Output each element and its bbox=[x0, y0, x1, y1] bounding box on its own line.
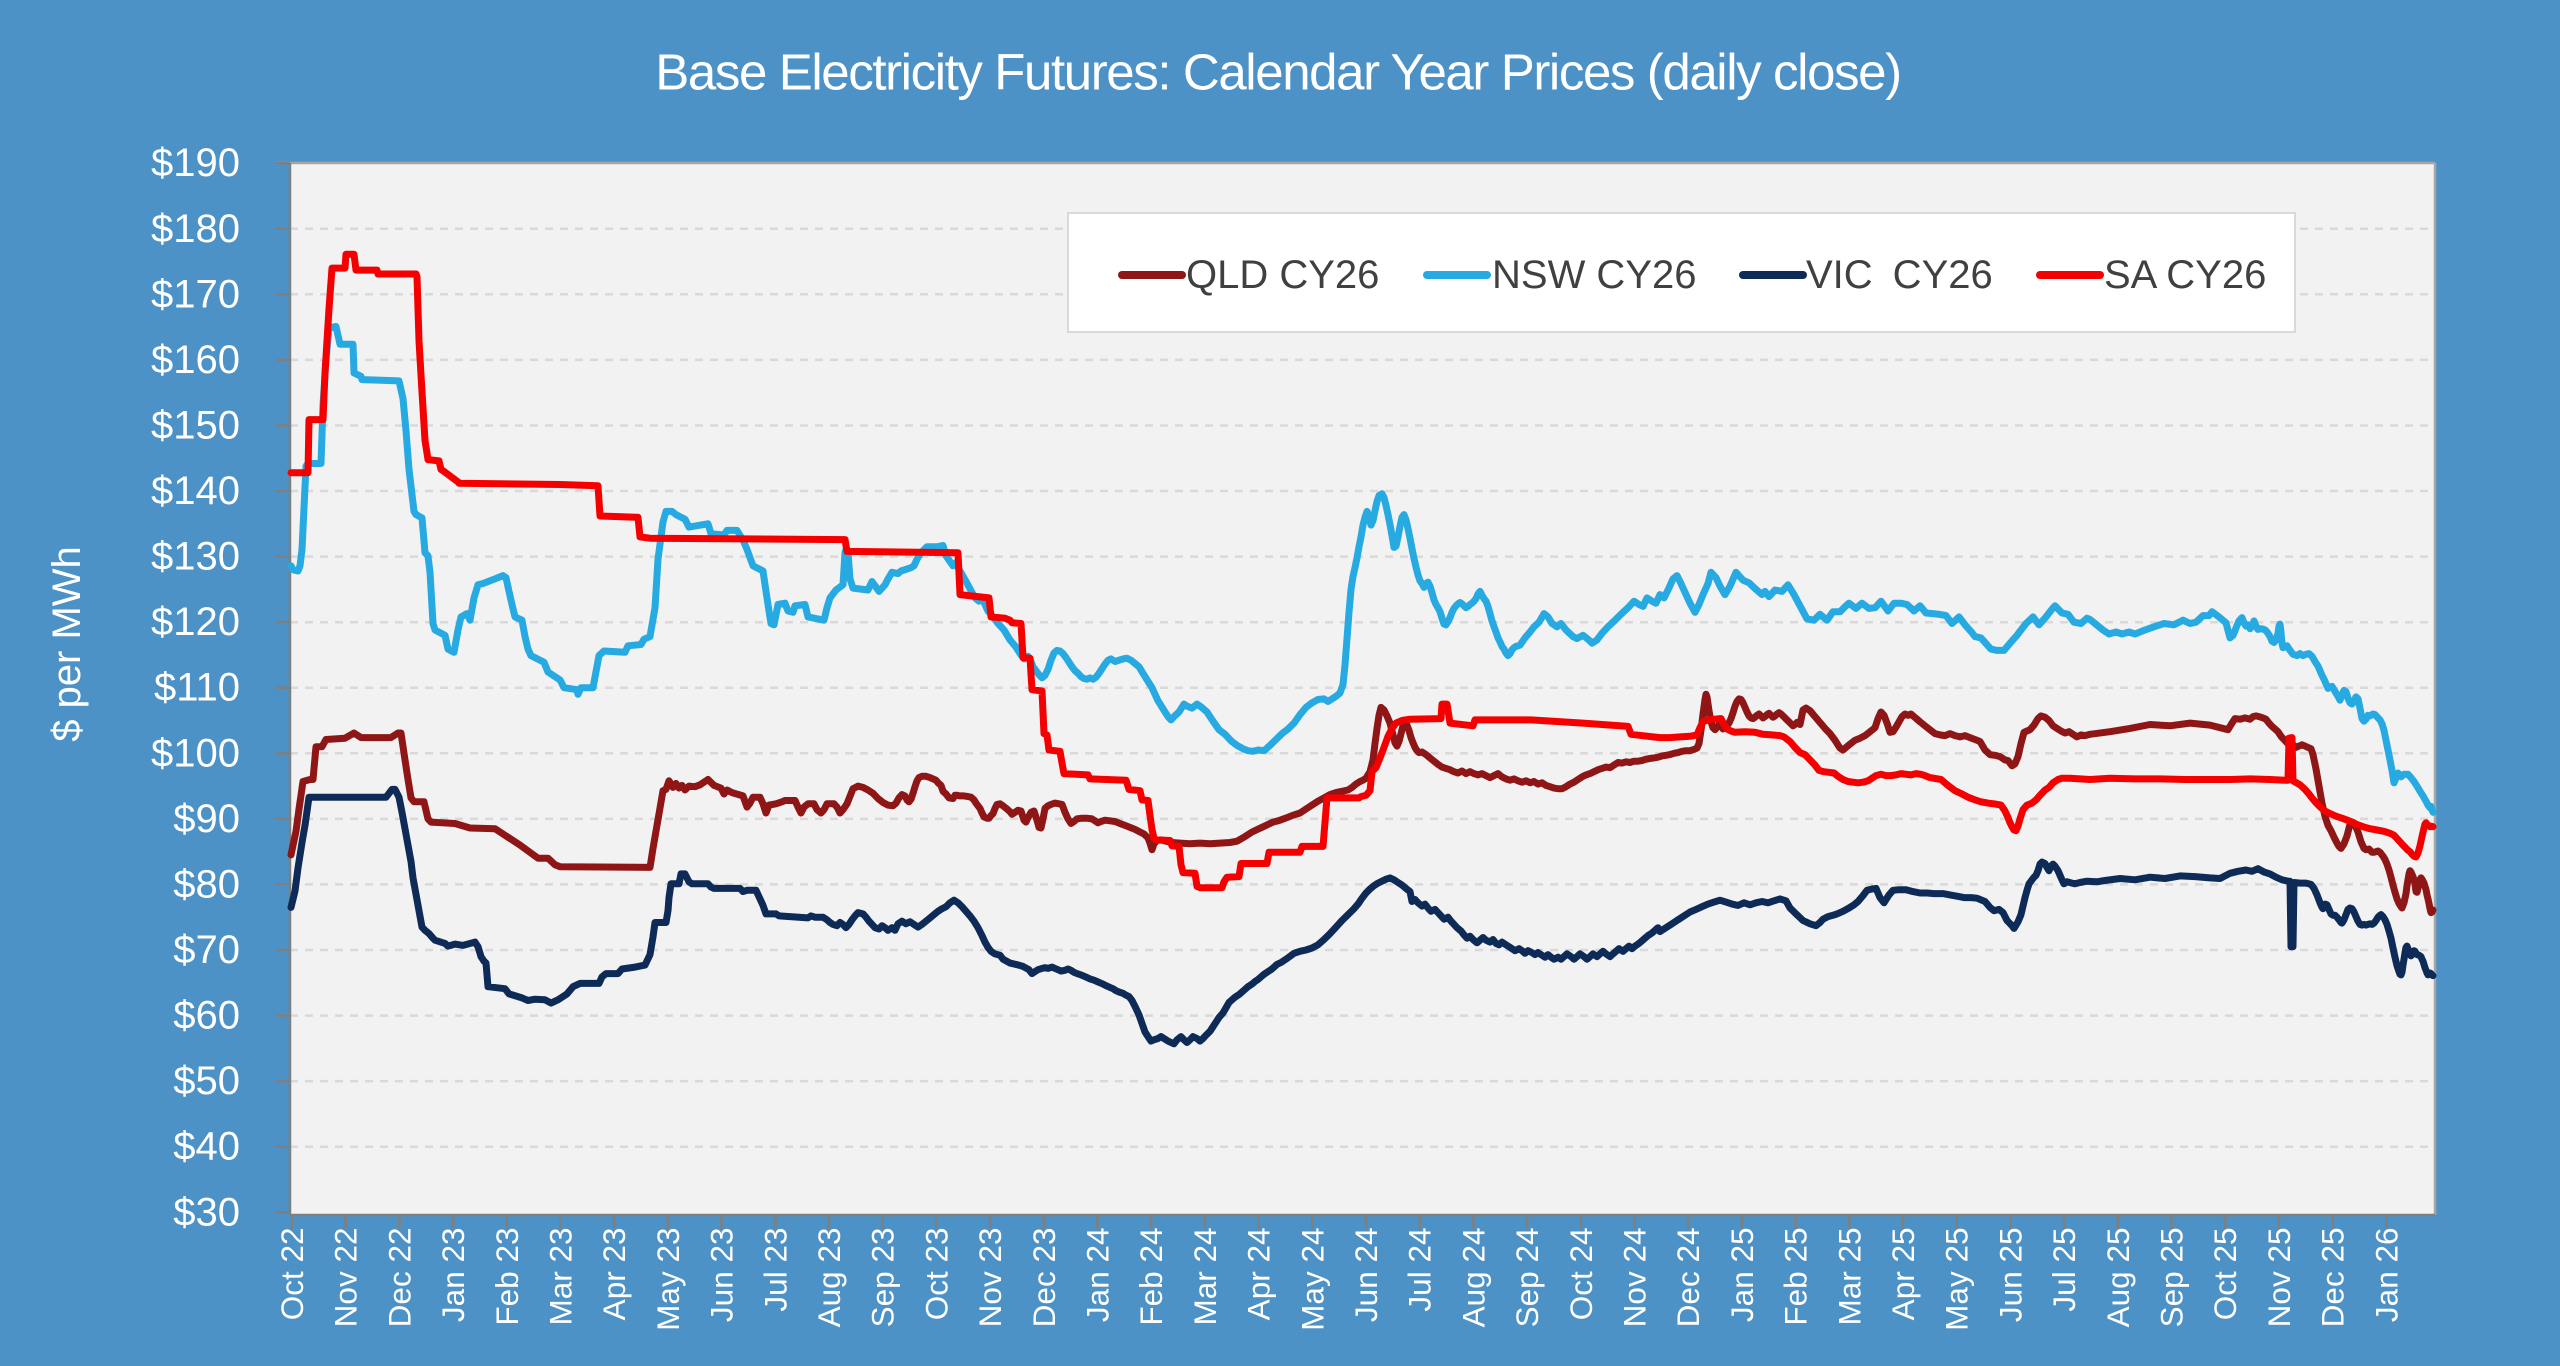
svg-text:Dec 25: Dec 25 bbox=[2315, 1228, 2351, 1328]
svg-text:Apr 24: Apr 24 bbox=[1241, 1228, 1277, 1321]
svg-text:$50: $50 bbox=[173, 1059, 240, 1103]
svg-text:$80: $80 bbox=[173, 862, 240, 906]
svg-text:SA CY26: SA CY26 bbox=[2104, 253, 2266, 297]
svg-text:Base Electricity Futures: Cale: Base Electricity Futures: Calendar Year … bbox=[655, 44, 1900, 101]
svg-text:Nov 23: Nov 23 bbox=[972, 1228, 1008, 1328]
svg-text:Sep 24: Sep 24 bbox=[1509, 1228, 1545, 1328]
svg-text:Aug 25: Aug 25 bbox=[2100, 1228, 2136, 1328]
svg-text:Nov 22: Nov 22 bbox=[328, 1228, 364, 1328]
svg-text:$160: $160 bbox=[151, 338, 240, 382]
svg-text:May 24: May 24 bbox=[1294, 1228, 1330, 1331]
svg-text:$110: $110 bbox=[154, 666, 240, 710]
svg-text:May 25: May 25 bbox=[1939, 1228, 1975, 1331]
svg-text:Jan 26: Jan 26 bbox=[2368, 1228, 2404, 1323]
svg-text:Jan 25: Jan 25 bbox=[1724, 1228, 1760, 1323]
svg-text:$70: $70 bbox=[173, 928, 240, 972]
svg-text:Oct 24: Oct 24 bbox=[1563, 1228, 1599, 1321]
svg-text:Jun 23: Jun 23 bbox=[704, 1228, 740, 1323]
svg-text:$170: $170 bbox=[151, 272, 240, 316]
svg-text:Nov 24: Nov 24 bbox=[1617, 1228, 1653, 1328]
svg-text:Aug 23: Aug 23 bbox=[811, 1228, 847, 1328]
svg-text:Apr 25: Apr 25 bbox=[1885, 1228, 1921, 1321]
svg-text:Jul 25: Jul 25 bbox=[2046, 1228, 2082, 1312]
svg-text:$120: $120 bbox=[151, 600, 240, 644]
svg-text:Jan 23: Jan 23 bbox=[435, 1228, 471, 1323]
svg-text:Jul 24: Jul 24 bbox=[1402, 1228, 1438, 1312]
svg-text:Nov 25: Nov 25 bbox=[2261, 1228, 2297, 1328]
svg-text:Apr 23: Apr 23 bbox=[596, 1228, 632, 1321]
svg-text:May 23: May 23 bbox=[650, 1228, 686, 1331]
svg-text:$150: $150 bbox=[151, 404, 240, 448]
svg-text:$190: $190 bbox=[151, 141, 240, 185]
svg-text:Feb 23: Feb 23 bbox=[489, 1228, 525, 1326]
svg-text:Aug 24: Aug 24 bbox=[1455, 1228, 1491, 1328]
svg-text:$100: $100 bbox=[151, 731, 240, 775]
svg-text:Feb 24: Feb 24 bbox=[1133, 1228, 1169, 1326]
svg-text:Sep 23: Sep 23 bbox=[865, 1228, 901, 1328]
svg-text:Oct 22: Oct 22 bbox=[274, 1228, 310, 1321]
svg-text:Jun 24: Jun 24 bbox=[1348, 1228, 1384, 1323]
svg-text:$60: $60 bbox=[173, 994, 240, 1038]
svg-text:$180: $180 bbox=[151, 207, 240, 251]
svg-text:Dec 23: Dec 23 bbox=[1026, 1228, 1062, 1328]
svg-text:$ per MWh: $ per MWh bbox=[45, 546, 89, 742]
svg-text:Jan 24: Jan 24 bbox=[1080, 1228, 1116, 1323]
svg-text:$130: $130 bbox=[151, 535, 240, 579]
svg-text:Feb 25: Feb 25 bbox=[1778, 1228, 1814, 1326]
svg-text:Oct 25: Oct 25 bbox=[2207, 1228, 2243, 1321]
svg-text:Mar 23: Mar 23 bbox=[543, 1228, 579, 1326]
svg-text:$30: $30 bbox=[173, 1190, 240, 1234]
svg-text:Dec 24: Dec 24 bbox=[1670, 1228, 1706, 1328]
svg-text:Oct 23: Oct 23 bbox=[918, 1228, 954, 1321]
svg-text:Mar 24: Mar 24 bbox=[1187, 1228, 1223, 1326]
svg-text:Jun 25: Jun 25 bbox=[1992, 1228, 2028, 1323]
svg-text:QLD CY26: QLD CY26 bbox=[1186, 253, 1379, 297]
svg-text:NSW CY26: NSW CY26 bbox=[1492, 253, 1697, 297]
svg-text:Dec 22: Dec 22 bbox=[381, 1228, 417, 1328]
svg-text:$40: $40 bbox=[173, 1125, 240, 1169]
svg-text:Jul 23: Jul 23 bbox=[757, 1228, 793, 1312]
svg-text:$140: $140 bbox=[151, 469, 240, 513]
svg-text:Mar 25: Mar 25 bbox=[1831, 1228, 1867, 1326]
svg-text:VIC CY26: VIC CY26 bbox=[1806, 253, 1993, 297]
svg-text:Sep 25: Sep 25 bbox=[2154, 1228, 2190, 1328]
svg-text:$90: $90 bbox=[173, 797, 240, 841]
